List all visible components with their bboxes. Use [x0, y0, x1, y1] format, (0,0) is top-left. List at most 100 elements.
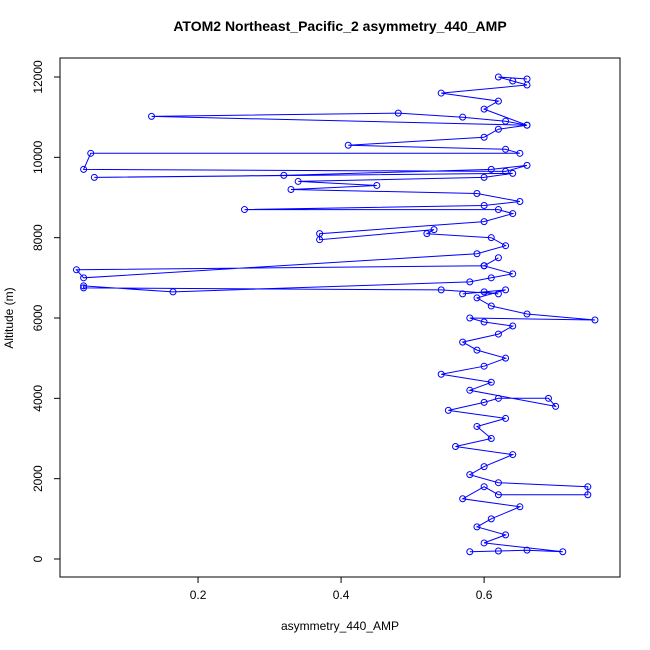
x-tick-label: 0.2	[190, 588, 207, 602]
point	[509, 322, 517, 330]
y-tick-label: 8000	[31, 224, 45, 251]
point	[509, 270, 517, 278]
point	[444, 406, 452, 414]
point	[90, 173, 98, 181]
point	[423, 230, 431, 238]
point	[72, 266, 80, 274]
point	[473, 422, 481, 430]
y-tick-label: 2000	[31, 465, 45, 492]
point	[437, 89, 445, 97]
point	[473, 294, 481, 302]
point	[487, 165, 495, 173]
y-tick-label: 6000	[31, 304, 45, 331]
point	[494, 206, 502, 214]
point	[502, 117, 510, 125]
point	[502, 414, 510, 422]
point	[473, 523, 481, 531]
point	[559, 548, 567, 556]
point	[480, 463, 488, 471]
y-axis-label: Altitude (m)	[2, 287, 16, 348]
point	[494, 547, 502, 555]
point	[523, 121, 531, 129]
point	[394, 109, 402, 117]
point	[480, 218, 488, 226]
point	[516, 503, 524, 511]
point	[241, 206, 249, 214]
point	[466, 386, 474, 394]
point	[494, 125, 502, 133]
point	[480, 202, 488, 210]
y-tick-label: 10000	[31, 140, 45, 174]
point	[502, 167, 510, 175]
point	[480, 288, 488, 296]
point	[509, 169, 517, 177]
point	[523, 546, 531, 554]
y-tick-label: 12000	[31, 60, 45, 94]
point	[544, 394, 552, 402]
point	[494, 479, 502, 487]
point	[316, 230, 324, 238]
point	[437, 370, 445, 378]
chart-title: ATOM2 Northeast_Pacific_2 asymmetry_440_…	[173, 18, 506, 34]
point	[459, 290, 467, 298]
y-tick-label: 4000	[31, 385, 45, 412]
point	[494, 394, 502, 402]
point	[502, 531, 510, 539]
point	[430, 226, 438, 234]
point	[480, 362, 488, 370]
point	[502, 354, 510, 362]
point	[487, 274, 495, 282]
point	[523, 310, 531, 318]
point	[480, 318, 488, 326]
point	[516, 149, 524, 157]
point	[487, 302, 495, 310]
point	[466, 471, 474, 479]
point	[459, 338, 467, 346]
point	[294, 177, 302, 185]
point	[473, 250, 481, 258]
point	[502, 242, 510, 250]
point	[552, 402, 560, 410]
point	[80, 165, 88, 173]
point	[473, 346, 481, 354]
point	[80, 284, 88, 292]
point	[373, 181, 381, 189]
point	[87, 149, 95, 157]
series-line	[75, 76, 596, 553]
point	[584, 491, 592, 499]
point	[584, 483, 592, 491]
point	[494, 97, 502, 105]
x-axis-label: asymmetry_440_AMP	[281, 619, 399, 633]
point	[509, 210, 517, 218]
point	[494, 73, 502, 81]
y-tick-label: 0	[31, 555, 45, 562]
point	[509, 451, 517, 459]
point	[487, 515, 495, 523]
point	[502, 286, 510, 294]
point	[80, 274, 88, 282]
point	[437, 286, 445, 294]
point	[169, 288, 177, 296]
point	[459, 495, 467, 503]
point	[480, 173, 488, 181]
point	[480, 262, 488, 270]
point	[523, 75, 531, 83]
point	[480, 133, 488, 141]
point	[494, 290, 502, 298]
point	[480, 398, 488, 406]
x-tick-label: 0.4	[333, 588, 350, 602]
point	[466, 314, 474, 322]
point	[509, 77, 517, 85]
point	[494, 491, 502, 499]
point	[487, 234, 495, 242]
point	[287, 185, 295, 193]
point	[473, 189, 481, 197]
point	[480, 483, 488, 491]
point	[480, 105, 488, 113]
point	[591, 316, 599, 324]
point	[148, 112, 156, 120]
point	[344, 141, 352, 149]
x-tick-label: 0.6	[476, 588, 493, 602]
point	[480, 539, 488, 547]
